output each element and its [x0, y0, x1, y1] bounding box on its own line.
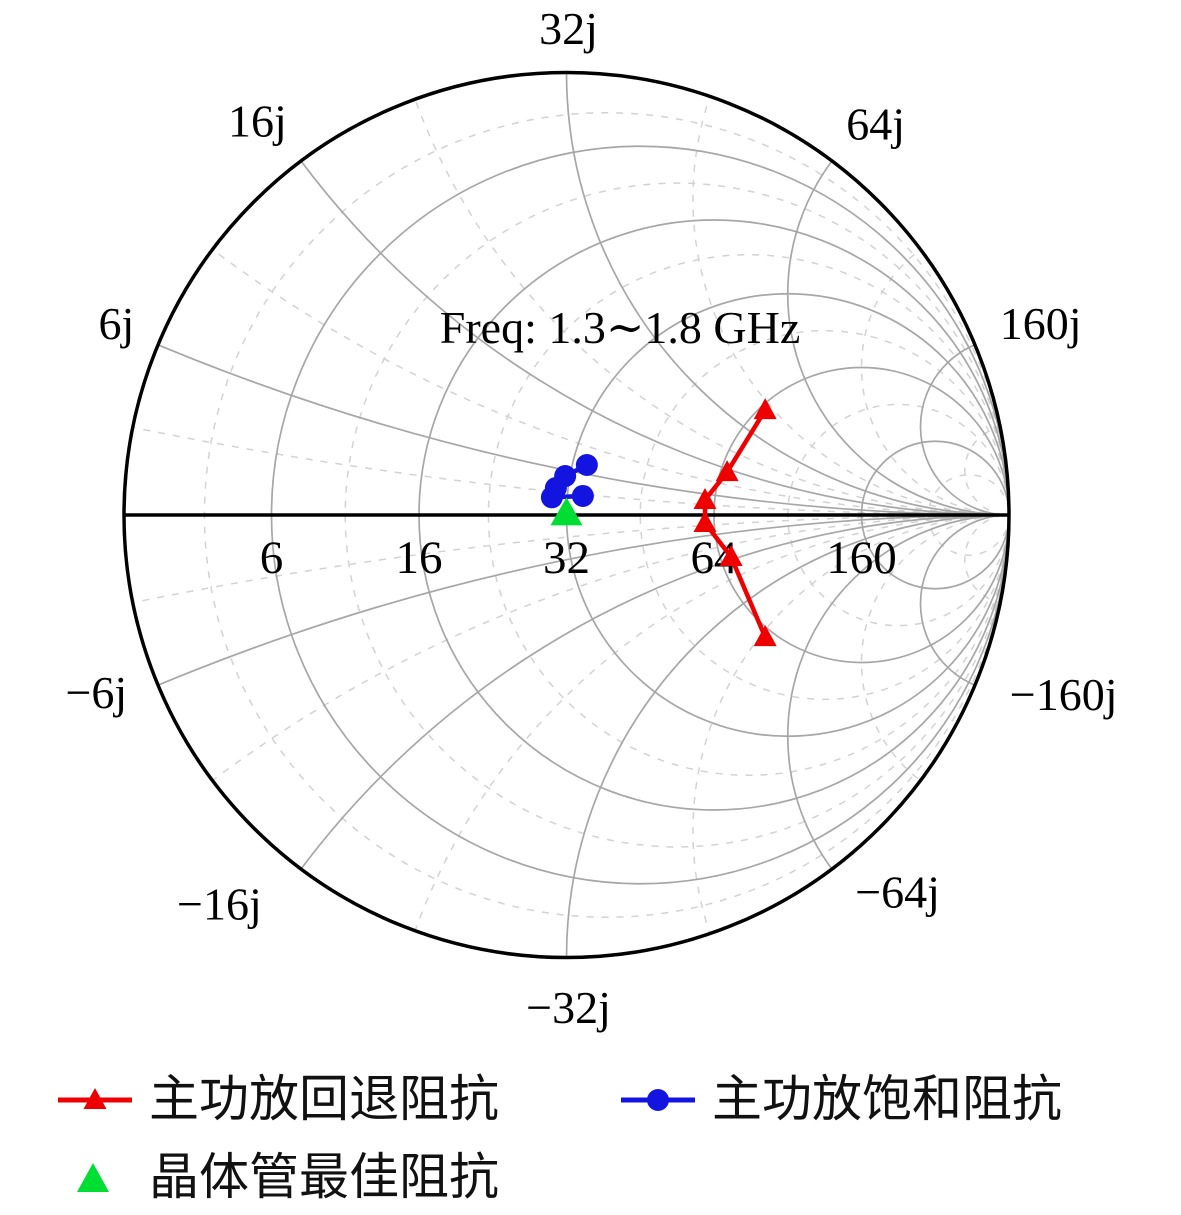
legend-row-1: 主功放回退阻抗 主功放饱和阻抗	[55, 1072, 1062, 1127]
reactance-tick-label: 32j	[539, 3, 598, 54]
legend-label-optimal: 晶体管最佳阻抗	[149, 1149, 499, 1205]
resistance-tick-label: 32	[543, 532, 590, 584]
reactance-tick-label: −160j	[1010, 669, 1118, 720]
reactance-arc	[786, 72, 1009, 516]
series-2	[550, 497, 583, 526]
series-0	[693, 398, 777, 647]
legend-triangle-icon	[77, 1162, 109, 1192]
reactance-tick-label: 6j	[98, 298, 134, 349]
reactance-arc	[964, 514, 1009, 605]
reactance-arc	[919, 514, 1009, 693]
data-point-marker	[715, 460, 739, 482]
resistance-tick-label: 160	[826, 532, 897, 584]
legend-marker-backoff	[58, 1087, 132, 1109]
legend-triangle-icon	[83, 1087, 107, 1109]
reactance-tick-label: 16j	[228, 96, 287, 147]
data-point-marker	[540, 486, 563, 509]
legend-row-2: 晶体管最佳阻抗	[55, 1150, 499, 1205]
reactance-arc	[860, 514, 1009, 811]
resistance-circle	[344, 182, 1009, 848]
data-point-marker	[575, 453, 598, 476]
reactance-arc	[964, 425, 1009, 516]
reactance-arc	[565, 72, 1009, 516]
series-layer	[540, 398, 777, 647]
resistance-circle	[487, 253, 1009, 777]
data-point-marker	[693, 510, 717, 532]
resistance-tick-label: 6	[260, 532, 284, 584]
data-point-marker	[753, 398, 777, 420]
reactance-tick-label: 64j	[846, 99, 905, 150]
reactance-tick-label: −32j	[526, 982, 611, 1033]
tick-labels: 6 16 32 64 1606j16j32j64j160j−160j−64j−32j−1…	[65, 3, 1117, 1033]
reactance-arc	[786, 514, 1009, 958]
legend-circle-icon	[647, 1088, 669, 1111]
legend-label-backoff: 主功放回退阻抗	[149, 1071, 499, 1127]
chart-title: Freq: 1.3∼1.8 GHz	[440, 302, 801, 353]
reactance-tick-label: −64j	[855, 866, 940, 917]
legend-item-saturation-impedance: 主功放饱和阻抗	[618, 1072, 1062, 1127]
data-point-marker	[571, 484, 594, 507]
resistance-tick-label: 16	[396, 532, 443, 584]
reactance-tick-label: −16j	[177, 878, 262, 929]
resistance-circle	[639, 329, 1009, 701]
data-point-marker	[550, 497, 583, 526]
data-point-marker	[693, 487, 717, 509]
series-1	[540, 453, 598, 509]
reactance-arc	[860, 219, 1009, 516]
reactance-arc	[124, 72, 1009, 516]
legend-item-optimal-impedance: 晶体管最佳阻抗	[55, 1150, 499, 1205]
reactance-arc	[692, 514, 1009, 958]
legend-label-saturation: 主功放饱和阻抗	[712, 1071, 1062, 1127]
reactance-tick-label: 160j	[1000, 298, 1082, 349]
data-point-marker	[719, 545, 743, 567]
legend-marker-saturation	[621, 1088, 695, 1111]
reactance-arc	[692, 72, 1009, 516]
legend-marker-optimal	[77, 1162, 109, 1192]
reactance-arc	[919, 337, 1009, 516]
data-point-marker	[753, 625, 777, 647]
legend-item-backoff-impedance: 主功放回退阻抗	[55, 1072, 499, 1127]
reactance-tick-label: −6j	[65, 667, 127, 718]
